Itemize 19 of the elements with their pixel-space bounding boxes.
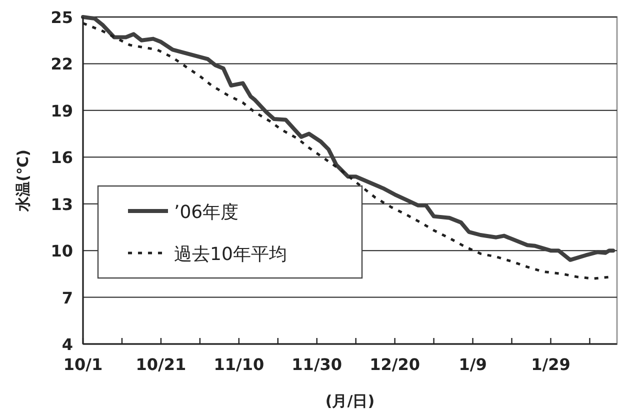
x-axis-title: (月/日) — [325, 392, 375, 410]
x-tick-label: 1/29 — [531, 355, 570, 374]
y-axis-title: 水温(℃) — [14, 150, 32, 212]
y-tick-label: 25 — [50, 8, 73, 27]
x-tick-label: 1/9 — [458, 355, 487, 374]
y-tick-label: 19 — [50, 101, 73, 120]
legend-label: 過去10年平均 — [174, 244, 287, 265]
y-tick-label: 10 — [50, 242, 73, 261]
y-tick-label: 13 — [50, 194, 73, 214]
legend-label: ’06年度 — [174, 202, 239, 223]
x-tick-label: 11/30 — [292, 355, 342, 374]
x-tick-label: 12/20 — [370, 355, 420, 374]
y-tick-label: 22 — [50, 54, 73, 74]
x-tick-label: 10/1 — [63, 355, 103, 374]
x-tick-label: 10/21 — [136, 355, 186, 374]
y-tick-label: 7 — [62, 288, 73, 308]
x-tick-label: 11/10 — [214, 355, 264, 374]
y-tick-label: 16 — [50, 148, 73, 168]
y-tick-label: 4 — [62, 335, 73, 354]
